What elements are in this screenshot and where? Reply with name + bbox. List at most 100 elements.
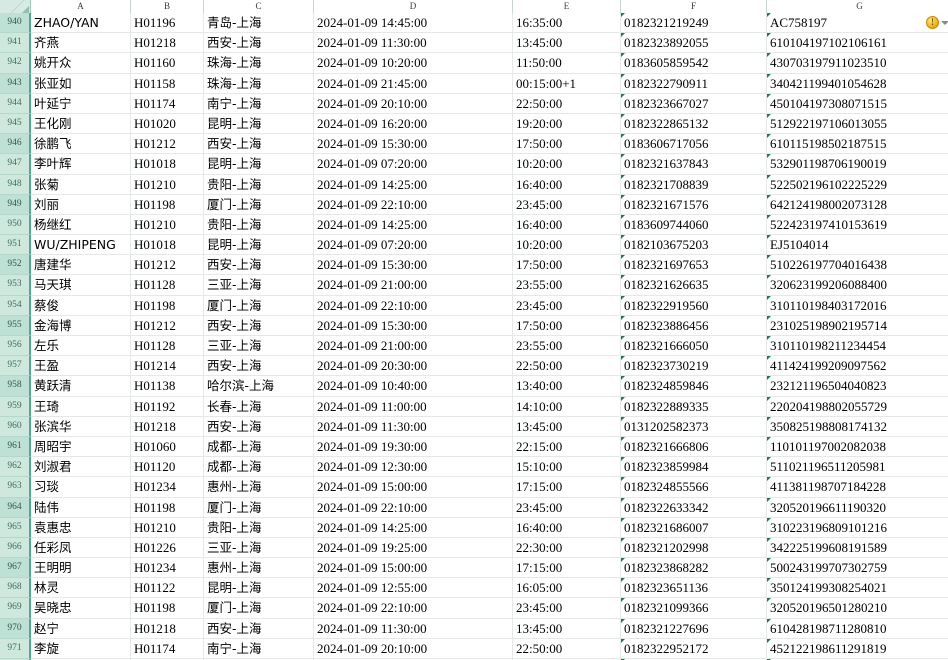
table-row[interactable]: 945 王化刚 H01020 昆明-上海 2024-01-09 16:20:00 19:2… — [0, 113, 948, 135]
cell-A-965[interactable]: 袁惠忠 — [31, 517, 131, 538]
cell-A-946[interactable]: 徐鹏飞 — [31, 134, 131, 155]
cell-A-966[interactable]: 任彩凤 — [31, 537, 131, 559]
cell-A-959[interactable]: 王琦 — [31, 396, 131, 417]
cell-D-950[interactable]: 2024-01-09 14:25:00 — [314, 214, 513, 236]
cell-E-964[interactable]: 23:45:00 — [513, 497, 621, 518]
cell-D-970[interactable]: 2024-01-09 11:30:00 — [314, 618, 513, 639]
cell-E-960[interactable]: 13:45:00 — [513, 416, 621, 437]
cell-E-948[interactable]: 16:40:00 — [513, 174, 621, 195]
cell-F-967[interactable]: 0182323868282 — [621, 558, 767, 579]
cell-D-965[interactable]: 2024-01-09 14:25:00 — [314, 517, 513, 538]
cell-E-956[interactable]: 23:55:00 — [513, 336, 621, 357]
cell-F-957[interactable]: 0182323730219 — [621, 356, 767, 377]
cell-E-963[interactable]: 17:15:00 — [513, 477, 621, 498]
cell-C-944[interactable]: 南宁-上海 — [204, 93, 314, 114]
cell-G-945[interactable]: 512922197106013055 — [767, 113, 948, 135]
cell-G-970[interactable]: 610428198711280810 — [767, 618, 948, 639]
cell-G-944[interactable]: 450104197308071515 — [767, 93, 948, 114]
cell-D-963[interactable]: 2024-01-09 15:00:00 — [314, 477, 513, 498]
row-header[interactable]: 961 — [0, 436, 31, 458]
cell-G-949[interactable]: 642124198002073128 — [767, 194, 948, 215]
table-row[interactable]: 955 金海博 H01212 西安-上海 2024-01-09 15:30:00 17:5… — [0, 315, 948, 336]
warning-exclamation-icon[interactable]: ! — [926, 16, 939, 29]
cell-E-961[interactable]: 22:15:00 — [513, 436, 621, 458]
row-header[interactable]: 950 — [0, 214, 31, 236]
row-header[interactable]: 953 — [0, 275, 31, 296]
cell-G-958[interactable]: 232121196504040823 — [767, 376, 948, 397]
cell-D-944[interactable]: 2024-01-09 20:10:00 — [314, 93, 513, 114]
cell-E-957[interactable]: 22:50:00 — [513, 356, 621, 377]
cell-C-943[interactable]: 珠海-上海 — [204, 73, 314, 94]
cell-B-966[interactable]: H01226 — [131, 537, 204, 559]
row-header[interactable]: 960 — [0, 416, 31, 437]
cell-G-964[interactable]: 320520196611190320 — [767, 497, 948, 518]
cell-B-963[interactable]: H01234 — [131, 477, 204, 498]
row-header[interactable]: 968 — [0, 578, 31, 599]
cell-B-944[interactable]: H01174 — [131, 93, 204, 114]
cell-B-967[interactable]: H01234 — [131, 558, 204, 579]
cell-C-948[interactable]: 贵阳-上海 — [204, 174, 314, 195]
cell-D-962[interactable]: 2024-01-09 12:30:00 — [314, 457, 513, 478]
cell-E-954[interactable]: 23:45:00 — [513, 295, 621, 316]
row-header[interactable]: 945 — [0, 113, 31, 135]
cell-B-971[interactable]: H01174 — [131, 638, 204, 659]
cell-G-968[interactable]: 350124199308254021 — [767, 578, 948, 599]
row-header[interactable]: 946 — [0, 134, 31, 155]
cell-E-966[interactable]: 22:30:00 — [513, 537, 621, 559]
cell-E-958[interactable]: 13:40:00 — [513, 376, 621, 397]
table-row[interactable]: 947 李叶辉 H01018 昆明-上海 2024-01-09 07:20:00 10:2… — [0, 154, 948, 175]
cell-C-956[interactable]: 三亚-上海 — [204, 336, 314, 357]
cell-A-948[interactable]: 张菊 — [31, 174, 131, 195]
table-row[interactable]: 943 张亚如 H01158 珠海-上海 2024-01-09 21:45:00 00:1… — [0, 73, 948, 94]
cell-E-971[interactable]: 22:50:00 — [513, 638, 621, 659]
table-row[interactable]: 951 WU/ZHIPENG H01018 昆明-上海 2024-01-09 07:20… — [0, 235, 948, 256]
table-row[interactable]: 970 赵宁 H01218 西安-上海 2024-01-09 11:30:00 13:45… — [0, 618, 948, 639]
table-row[interactable]: 962 刘淑君 H01120 成都-上海 2024-01-09 12:30:00 15:1… — [0, 457, 948, 478]
cell-D-953[interactable]: 2024-01-09 21:00:00 — [314, 275, 513, 296]
cell-C-961[interactable]: 成都-上海 — [204, 436, 314, 458]
cell-D-956[interactable]: 2024-01-09 21:00:00 — [314, 336, 513, 357]
cell-C-942[interactable]: 珠海-上海 — [204, 53, 314, 74]
cell-F-952[interactable]: 0182321697653 — [621, 255, 767, 276]
cell-B-959[interactable]: H01192 — [131, 396, 204, 417]
table-row[interactable]: 954 蔡俊 H01198 厦门-上海 2024-01-09 22:10:00 23:45… — [0, 295, 948, 316]
cell-A-940[interactable]: ZHAO/YAN — [31, 13, 131, 34]
cell-G-955[interactable]: 231025198902195714 — [767, 315, 948, 336]
column-header-g[interactable]: G — [767, 0, 948, 13]
cell-E-965[interactable]: 16:40:00 — [513, 517, 621, 538]
cell-F-963[interactable]: 0182324855566 — [621, 477, 767, 498]
select-all-corner[interactable] — [0, 0, 31, 13]
cell-B-962[interactable]: H01120 — [131, 457, 204, 478]
table-row[interactable]: 950 杨继红 H01210 贵阳-上海 2024-01-09 14:25:00 16:4… — [0, 214, 948, 236]
cell-F-954[interactable]: 0182322919560 — [621, 295, 767, 316]
cell-B-960[interactable]: H01218 — [131, 416, 204, 437]
cell-F-955[interactable]: 0182323886456 — [621, 315, 767, 336]
cell-G-965[interactable]: 310223196809101216 — [767, 517, 948, 538]
table-row[interactable]: 964 陆伟 H01198 厦门-上海 2024-01-09 22:10:00 23:45… — [0, 497, 948, 518]
row-header[interactable]: 971 — [0, 638, 31, 659]
column-header-c[interactable]: C — [204, 0, 314, 13]
cell-G-956[interactable]: 310110198211234454 — [767, 336, 948, 357]
cell-D-948[interactable]: 2024-01-09 14:25:00 — [314, 174, 513, 195]
cell-G-960[interactable]: 350825198808174132 — [767, 416, 948, 437]
cell-A-952[interactable]: 唐建华 — [31, 255, 131, 276]
cell-E-967[interactable]: 17:15:00 — [513, 558, 621, 579]
table-row[interactable]: 969 吴晓忠 H01198 厦门-上海 2024-01-09 22:10:00 23:4… — [0, 598, 948, 619]
cell-G-966[interactable]: 342225199608191589 — [767, 537, 948, 559]
cell-D-969[interactable]: 2024-01-09 22:10:00 — [314, 598, 513, 619]
cell-C-952[interactable]: 西安-上海 — [204, 255, 314, 276]
cell-D-971[interactable]: 2024-01-09 20:10:00 — [314, 638, 513, 659]
cell-G-946[interactable]: 610115198502187515 — [767, 134, 948, 155]
cell-C-949[interactable]: 厦门-上海 — [204, 194, 314, 215]
cell-F-947[interactable]: 0182321637843 — [621, 154, 767, 175]
cell-A-970[interactable]: 赵宁 — [31, 618, 131, 639]
cell-E-944[interactable]: 22:50:00 — [513, 93, 621, 114]
cell-C-940[interactable]: 青岛-上海 — [204, 13, 314, 34]
row-header[interactable]: 963 — [0, 477, 31, 498]
column-header-f[interactable]: F — [621, 0, 767, 13]
cell-E-945[interactable]: 19:20:00 — [513, 113, 621, 135]
cell-C-968[interactable]: 昆明-上海 — [204, 578, 314, 599]
table-row[interactable]: 968 林灵 H01122 昆明-上海 2024-01-09 12:55:00 16:05… — [0, 578, 948, 599]
cell-E-953[interactable]: 23:55:00 — [513, 275, 621, 296]
